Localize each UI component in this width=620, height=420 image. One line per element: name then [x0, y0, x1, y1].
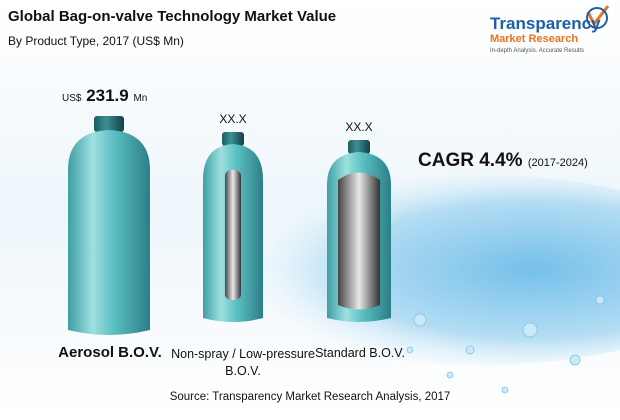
- product-label: Standard B.O.V.: [315, 346, 405, 360]
- logo-tagline: In-depth Analysis. Accurate Results: [490, 48, 585, 54]
- cagr-period: (2017-2024): [527, 157, 588, 169]
- value: XX.X: [219, 112, 247, 126]
- logo-name: Market Research: [490, 33, 579, 45]
- value-label: US$ 231.9 Mn: [62, 86, 147, 106]
- cagr-label: CAGR 4.4%: [418, 150, 523, 171]
- subtitle: By Product Type, 2017 (US$ Mn): [8, 34, 184, 48]
- title: Global Bag-on-valve Technology Market Va…: [8, 8, 337, 25]
- value-prefix: US$: [62, 93, 82, 104]
- product-label: Non-spray / Low-pressure B.O.V.: [171, 347, 315, 378]
- product-label: Aerosol B.O.V.: [58, 344, 162, 361]
- cagr: CAGR 4.4% (2017-2024): [418, 150, 588, 172]
- logo-name: Transparency: [490, 14, 601, 33]
- value: XX.X: [345, 120, 373, 134]
- value: 231.9: [86, 86, 129, 105]
- value-unit: Mn: [133, 93, 148, 104]
- source: Source: Transparency Market Research Ana…: [169, 391, 451, 403]
